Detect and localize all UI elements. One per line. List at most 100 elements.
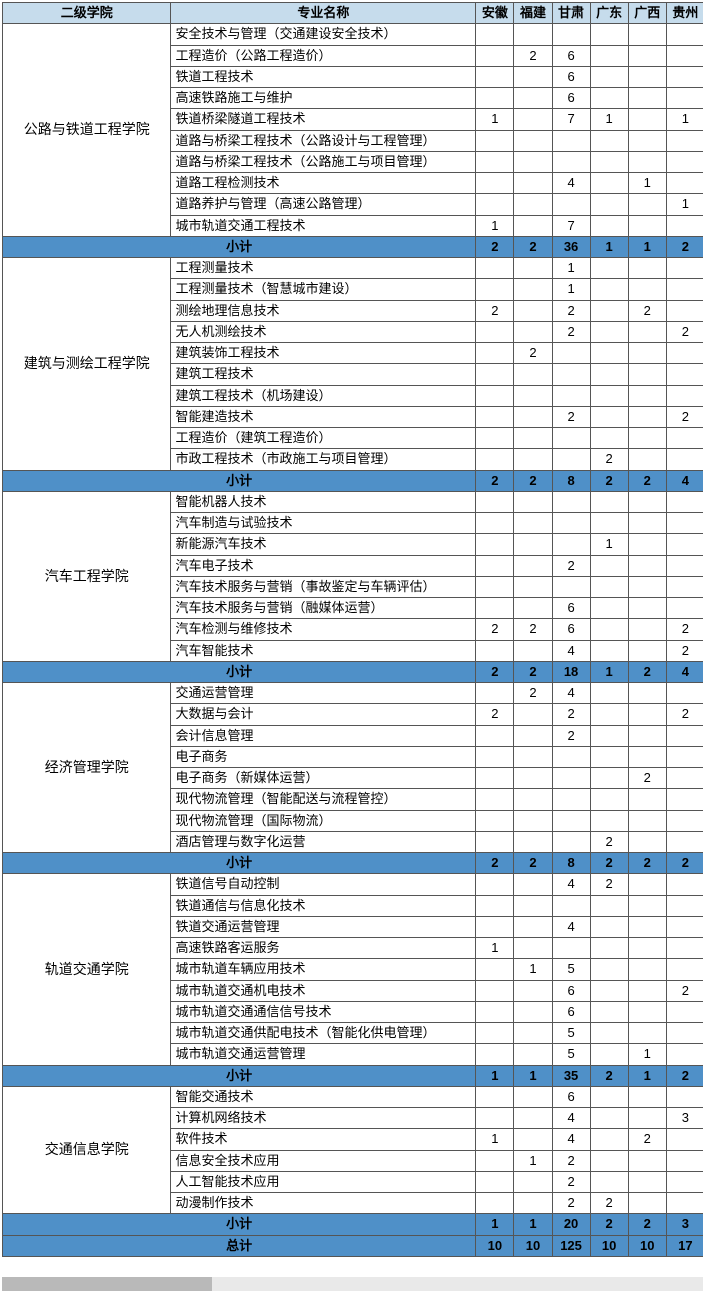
num-cell	[590, 258, 628, 279]
num-cell	[552, 768, 590, 789]
major-cell: 交通运营管理	[171, 683, 476, 704]
num-cell	[666, 938, 703, 959]
num-cell	[514, 258, 552, 279]
major-cell: 汽车制造与试验技术	[171, 513, 476, 534]
num-cell	[476, 45, 514, 66]
num-cell: 2	[666, 619, 703, 640]
num-cell	[628, 385, 666, 406]
num-cell	[476, 874, 514, 895]
num-cell	[590, 1150, 628, 1171]
major-cell: 酒店管理与数字化运营	[171, 831, 476, 852]
num-cell: 1	[552, 258, 590, 279]
num-cell	[590, 215, 628, 236]
num-cell: 2	[514, 683, 552, 704]
major-cell: 会计信息管理	[171, 725, 476, 746]
num-cell	[666, 959, 703, 980]
num-cell	[666, 215, 703, 236]
num-cell	[666, 1023, 703, 1044]
num-cell	[476, 151, 514, 172]
num-cell	[476, 1044, 514, 1065]
major-cell: 铁道通信与信息化技术	[171, 895, 476, 916]
num-cell	[666, 1044, 703, 1065]
table-row: 经济管理学院交通运营管理24	[3, 683, 703, 704]
num-cell	[552, 343, 590, 364]
num-cell	[514, 491, 552, 512]
num-cell	[666, 491, 703, 512]
num-cell	[666, 449, 703, 470]
num-cell: 1	[628, 1065, 666, 1086]
num-cell	[514, 555, 552, 576]
num-cell	[476, 385, 514, 406]
num-cell: 1	[476, 1214, 514, 1235]
num-cell	[666, 1086, 703, 1107]
num-cell: 8	[552, 470, 590, 491]
subtotal-row: 小计2236112	[3, 236, 703, 257]
num-cell	[628, 959, 666, 980]
num-cell	[628, 279, 666, 300]
major-cell: 汽车电子技术	[171, 555, 476, 576]
school-cell: 建筑与测绘工程学院	[3, 258, 171, 471]
major-cell: 城市轨道交通供配电技术（智能化供电管理）	[171, 1023, 476, 1044]
table-row: 轨道交通学院铁道信号自动控制42	[3, 874, 703, 895]
subtotal-label: 小计	[3, 661, 476, 682]
subtotal-row: 小计228222	[3, 853, 703, 874]
major-cell: 铁道工程技术	[171, 66, 476, 87]
num-cell: 17	[666, 1235, 703, 1256]
num-cell	[590, 130, 628, 151]
num-cell	[628, 640, 666, 661]
num-cell	[514, 831, 552, 852]
num-cell	[666, 66, 703, 87]
num-cell: 2	[666, 980, 703, 1001]
num-cell	[590, 173, 628, 194]
horizontal-scrollbar[interactable]	[2, 1277, 703, 1291]
num-cell: 5	[552, 1044, 590, 1065]
num-cell: 2	[552, 1171, 590, 1192]
scrollbar-thumb[interactable]	[2, 1277, 212, 1291]
num-cell	[666, 725, 703, 746]
num-cell	[628, 491, 666, 512]
num-cell: 4	[666, 470, 703, 491]
num-cell	[514, 768, 552, 789]
num-cell	[590, 683, 628, 704]
num-cell	[628, 534, 666, 555]
num-cell: 4	[552, 916, 590, 937]
num-cell: 2	[552, 555, 590, 576]
major-cell: 工程造价（建筑工程造价）	[171, 428, 476, 449]
major-cell: 大数据与会计	[171, 704, 476, 725]
num-cell	[514, 916, 552, 937]
num-cell: 1	[628, 236, 666, 257]
num-cell: 1	[514, 1065, 552, 1086]
num-cell: 1	[628, 173, 666, 194]
table-row: 汽车工程学院智能机器人技术	[3, 491, 703, 512]
num-cell: 1	[590, 109, 628, 130]
num-cell	[628, 598, 666, 619]
school-cell: 交通信息学院	[3, 1086, 171, 1214]
num-cell	[628, 1193, 666, 1214]
major-cell: 工程测量技术（智慧城市建设）	[171, 279, 476, 300]
num-cell: 2	[666, 704, 703, 725]
major-cell: 铁道信号自动控制	[171, 874, 476, 895]
num-cell	[590, 640, 628, 661]
num-cell	[590, 343, 628, 364]
num-cell	[666, 1171, 703, 1192]
major-cell: 计算机网络技术	[171, 1108, 476, 1129]
num-cell: 2	[628, 768, 666, 789]
major-cell: 城市轨道交通运营管理	[171, 1044, 476, 1065]
num-cell	[514, 895, 552, 916]
school-cell: 经济管理学院	[3, 683, 171, 853]
major-cell: 建筑工程技术	[171, 364, 476, 385]
major-cell: 道路与桥梁工程技术（公路施工与项目管理）	[171, 151, 476, 172]
subtotal-row: 小计1120223	[3, 1214, 703, 1235]
num-cell	[514, 66, 552, 87]
major-cell: 汽车智能技术	[171, 640, 476, 661]
num-cell: 18	[552, 661, 590, 682]
num-cell: 36	[552, 236, 590, 257]
num-cell	[476, 1171, 514, 1192]
num-cell	[666, 895, 703, 916]
major-cell: 新能源汽车技术	[171, 534, 476, 555]
num-cell	[666, 534, 703, 555]
num-cell	[514, 449, 552, 470]
major-cell: 智能建造技术	[171, 406, 476, 427]
num-cell	[628, 194, 666, 215]
num-cell: 1	[514, 1150, 552, 1171]
